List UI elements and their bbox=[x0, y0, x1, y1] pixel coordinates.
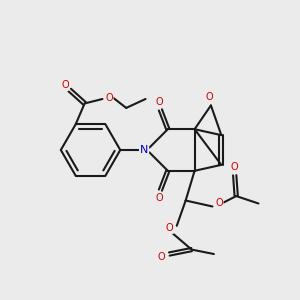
Text: O: O bbox=[61, 80, 69, 90]
Text: O: O bbox=[206, 92, 213, 102]
Text: O: O bbox=[231, 162, 238, 172]
Text: O: O bbox=[155, 97, 163, 106]
Text: N: N bbox=[140, 145, 148, 155]
Text: O: O bbox=[105, 92, 113, 103]
Text: O: O bbox=[157, 252, 165, 262]
Text: O: O bbox=[166, 223, 173, 233]
Text: O: O bbox=[155, 194, 163, 203]
Text: O: O bbox=[215, 199, 223, 208]
